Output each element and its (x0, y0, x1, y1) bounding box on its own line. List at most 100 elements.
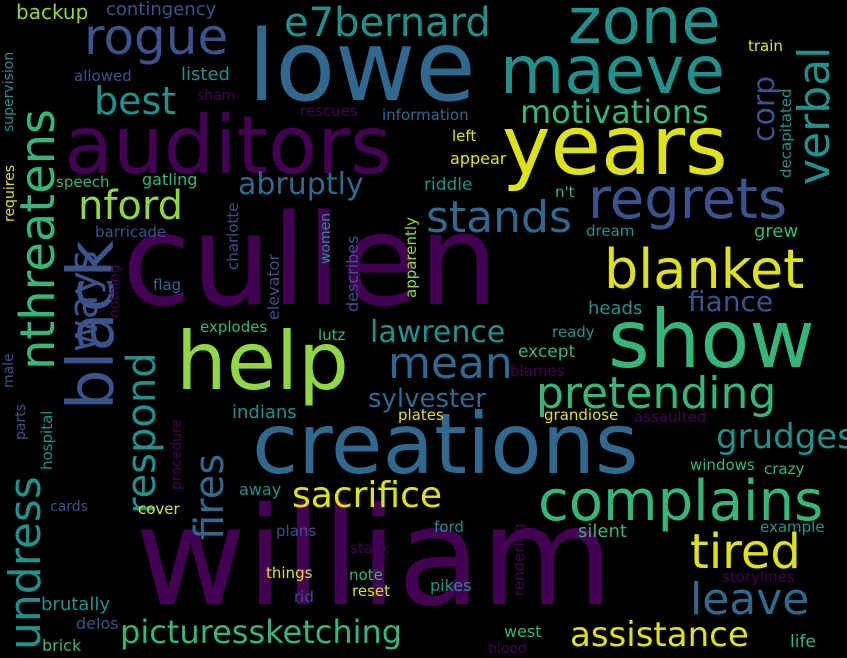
word-motivations: motivations (520, 93, 709, 131)
word-lawrence: lawrence (370, 315, 506, 350)
word-cover: cover (138, 500, 180, 518)
word-show: show (608, 293, 815, 386)
word-respond: respond (119, 352, 165, 514)
word-note: note (349, 566, 383, 584)
word-information: information (382, 106, 469, 124)
word-ford: ford (434, 518, 464, 536)
word-away: away (239, 480, 282, 499)
word-grew: grew (754, 221, 799, 242)
word-e7bernard: e7bernard (284, 0, 491, 46)
word-abruptly: abruptly (238, 167, 364, 202)
word-plates: plates (398, 406, 444, 424)
word-male: male (1, 353, 17, 388)
word-sacrifice: sacrifice (292, 475, 443, 516)
word-charlotte: charlotte (224, 202, 242, 270)
word-silent: silent (578, 521, 627, 542)
word-zone: zone (568, 0, 721, 59)
word-william: william (135, 479, 614, 637)
word-rescues: rescues (300, 102, 358, 120)
word-train: train (748, 37, 783, 55)
word-describes: describes (343, 235, 362, 313)
word-blood: blood (488, 641, 527, 657)
word-assaulted: assaulted (634, 408, 707, 426)
word-fires: fires (187, 453, 233, 540)
word-procedure: procedure (169, 418, 185, 490)
word-explodes: explodes (200, 318, 268, 336)
word-undress: undress (0, 476, 51, 650)
word-years: years (502, 99, 728, 194)
word-grandiose: grandiose (544, 406, 619, 424)
word-cullen: cullen (122, 187, 499, 334)
word-sylvester: sylvester (368, 384, 486, 414)
word-nford: nford (78, 183, 184, 229)
word-parts: parts (13, 403, 29, 440)
word-backup: backup (16, 0, 89, 24)
word-auditors: auditors (64, 99, 392, 192)
word-ready: ready (552, 323, 595, 341)
word-apparently: apparently (402, 217, 420, 298)
word-heads: heads (588, 298, 643, 319)
word-regrets: regrets (588, 167, 788, 232)
word-elevator: elevator (264, 253, 283, 320)
word-flag: flag (153, 276, 182, 294)
word-delos: delos (76, 614, 119, 633)
word-creations: creations (252, 395, 639, 493)
word-leave: leave (690, 574, 810, 625)
word-nt: n't (555, 183, 575, 201)
word-complains: complains (538, 469, 824, 534)
word-women: women (318, 212, 334, 264)
word-gatling: gatling (142, 170, 198, 189)
word-contingency: contingency (106, 0, 217, 20)
word-requires: requires (2, 164, 18, 222)
word-west: west (504, 622, 542, 641)
word-nothing: nothing (107, 264, 123, 318)
word-grudges: grudges (716, 417, 847, 457)
word-brutally: brutally (41, 594, 110, 615)
word-stack: stack (350, 539, 390, 557)
word-brick: brick (42, 636, 82, 655)
word-verbal: verbal (789, 46, 840, 185)
word-nthreatens: nthreatens (10, 108, 66, 370)
word-windows: windows (690, 456, 755, 474)
word-barricade: barricade (95, 223, 167, 241)
word-supervision: supervision (1, 51, 17, 132)
word-best: best (94, 79, 177, 123)
word-help: help (176, 315, 349, 408)
word-rid: rid (294, 588, 314, 606)
word-life: life (790, 632, 816, 652)
word-mean: mean (388, 338, 513, 389)
word-maeve: maeve (500, 32, 726, 109)
word-decapitated: decapitated (777, 88, 795, 178)
word-plans: plans (276, 522, 317, 540)
word-rogue: rogue (84, 8, 229, 66)
word-rendering: rendering (510, 523, 528, 596)
word-blanket: blanket (604, 238, 805, 301)
word-allowed: allowed (74, 67, 132, 85)
word-sham: sham (197, 88, 236, 104)
word-lowe: lowe (248, 10, 476, 124)
word-fiance: fiance (688, 285, 774, 318)
word-stands: stands (426, 192, 572, 243)
word-things: things (266, 564, 313, 582)
word-except: except (518, 342, 576, 362)
word-listed: listed (181, 64, 230, 85)
word-ways: ways (61, 250, 107, 352)
word-picturessketching: picturessketching (120, 613, 403, 651)
word-lutz: lutz (318, 326, 346, 344)
word-dream: dream (586, 222, 635, 240)
word-tired: tired (690, 524, 801, 580)
word-blames: blames (510, 362, 565, 380)
word-pikes: pikes (430, 576, 472, 595)
word-riddle: riddle (424, 175, 473, 195)
word-assistance: assistance (570, 615, 749, 655)
word-cards: cards (50, 499, 88, 515)
word-crazy: crazy (764, 460, 805, 478)
word-indians: indians (232, 402, 297, 423)
word-example: example (760, 518, 825, 536)
word-corp: corp (747, 75, 782, 142)
word-reset: reset (352, 582, 390, 600)
word-appear: appear (450, 149, 507, 168)
word-storylines: storylines (722, 568, 795, 586)
word-pretending: pretending (536, 368, 777, 419)
